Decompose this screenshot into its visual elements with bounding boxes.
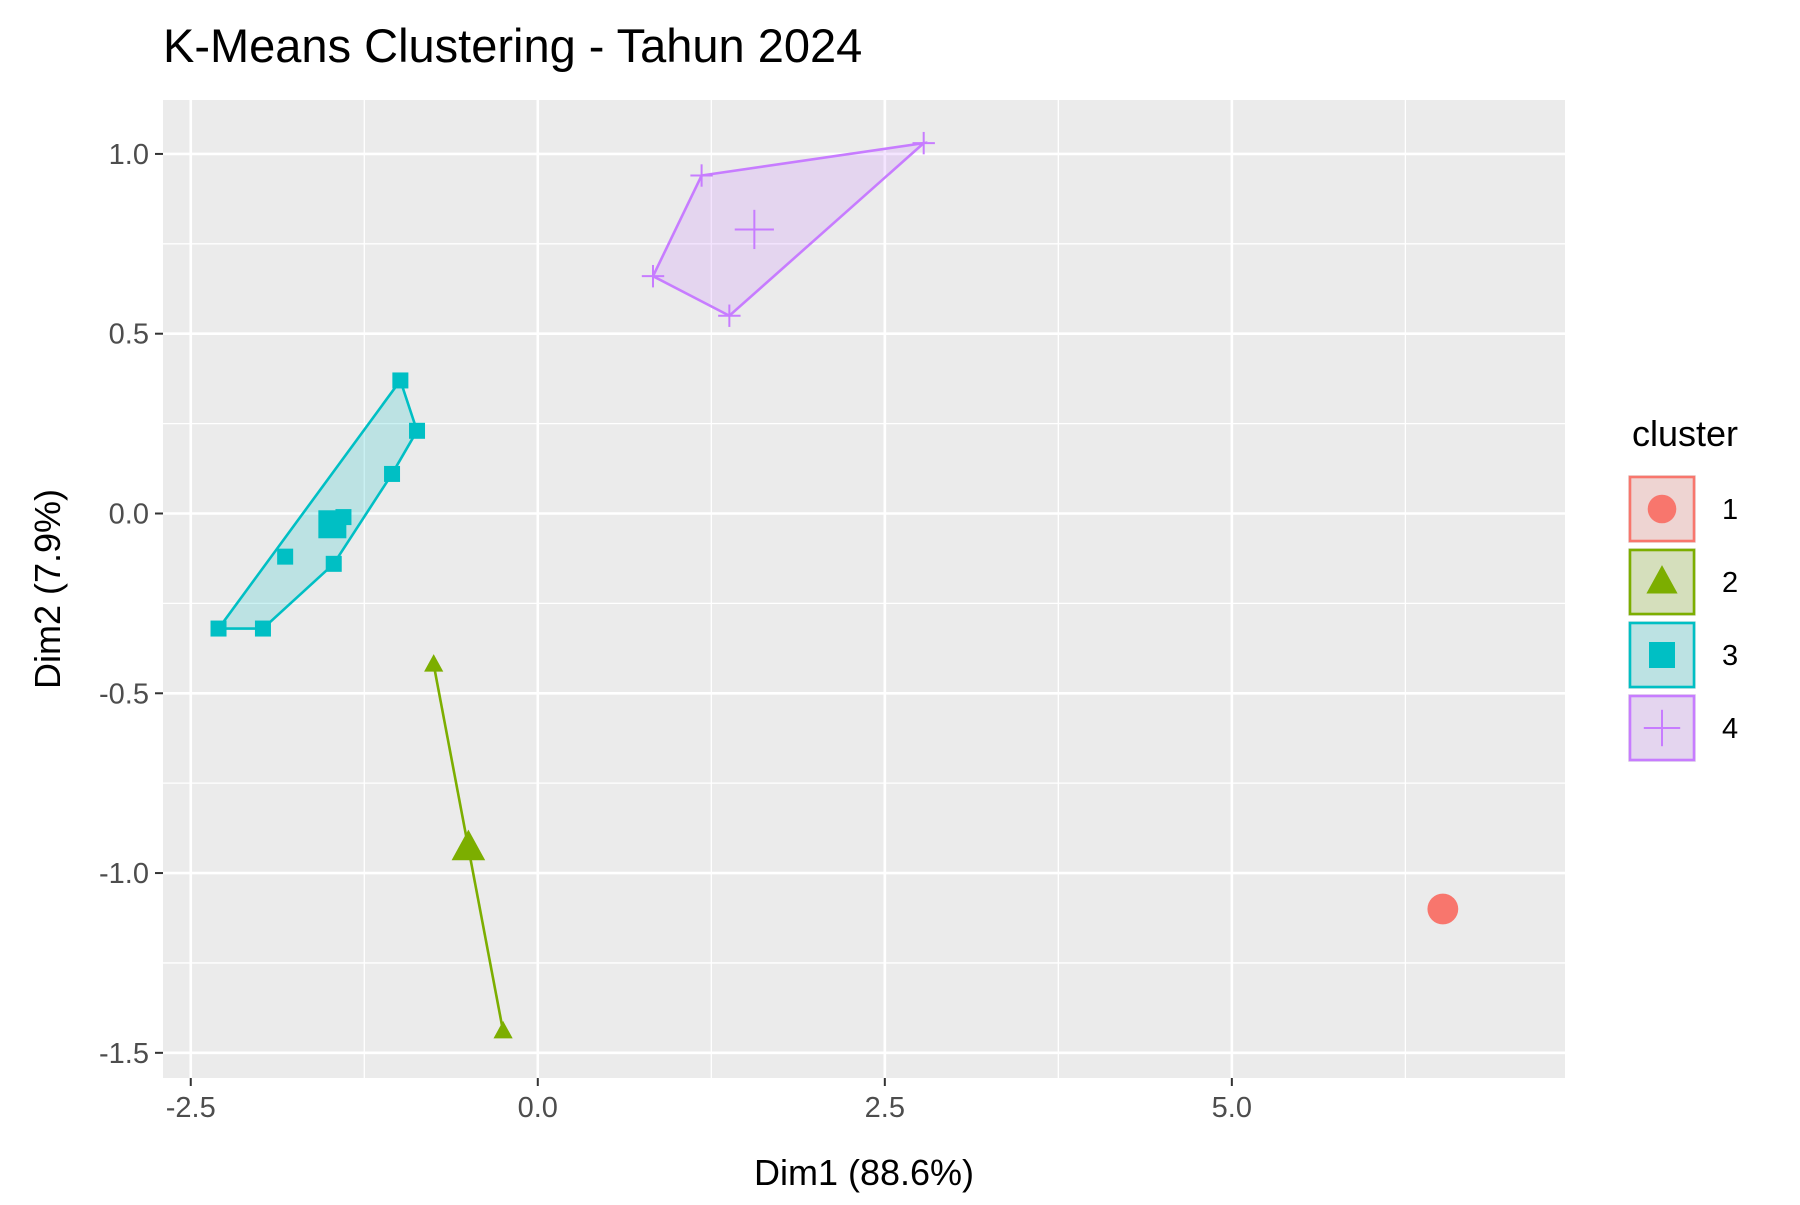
legend-items: 1 2 3 4 bbox=[1628, 475, 1738, 762]
x-axis: -2.5 0.0 2.5 5.0 bbox=[166, 1078, 1252, 1124]
legend-key-shape bbox=[1649, 642, 1675, 668]
cluster-3-point bbox=[254, 620, 271, 637]
x-tick-label: -2.5 bbox=[166, 1092, 216, 1124]
cluster-2-point bbox=[424, 654, 444, 672]
cluster-3-point bbox=[384, 465, 401, 482]
legend-key-3 bbox=[1628, 621, 1696, 689]
plot-background bbox=[163, 100, 1565, 1078]
cluster-1-centroid bbox=[1427, 893, 1459, 925]
legend-key-4 bbox=[1628, 694, 1696, 762]
legend-title: cluster bbox=[1632, 413, 1738, 454]
x-axis-title: Dim1 (88.6%) bbox=[754, 1152, 974, 1193]
y-axis-title: Dim2 (7.9%) bbox=[27, 489, 68, 689]
cluster-3-point bbox=[325, 555, 342, 572]
x-tick-label: 0.0 bbox=[518, 1092, 558, 1124]
cluster-3-point bbox=[409, 422, 426, 439]
cluster-points bbox=[210, 131, 1459, 1039]
cluster-4-point bbox=[690, 164, 713, 187]
cluster-3-point bbox=[392, 372, 409, 389]
cluster-4-point bbox=[912, 131, 935, 155]
legend-key-1 bbox=[1628, 475, 1696, 543]
legend-label-3: 3 bbox=[1722, 640, 1738, 672]
y-tick-label: -1.5 bbox=[99, 1038, 149, 1070]
legend-label-1: 1 bbox=[1722, 494, 1738, 526]
y-tick-label: 0.5 bbox=[109, 319, 149, 351]
legend-label-4: 4 bbox=[1722, 713, 1738, 745]
cluster-4-point bbox=[641, 264, 665, 288]
legend: cluster 1 2 3 4 bbox=[1628, 413, 1738, 762]
y-tick-label: -0.5 bbox=[99, 678, 149, 710]
chart-title: K-Means Clustering - Tahun 2024 bbox=[163, 19, 862, 72]
cluster-3-centroid bbox=[318, 510, 347, 539]
legend-key-shape bbox=[1647, 494, 1677, 524]
y-tick-label: 0.0 bbox=[109, 498, 149, 530]
y-tick-label: -1.0 bbox=[99, 858, 149, 890]
legend-key-shape bbox=[1646, 565, 1678, 594]
x-tick-label: 2.5 bbox=[865, 1092, 905, 1124]
cluster-4-centroid bbox=[734, 209, 774, 250]
y-tick-label: 1.0 bbox=[109, 139, 149, 171]
grid-minor bbox=[163, 100, 1565, 1078]
y-axis: 1.0 0.5 0.0 -0.5 -1.0 -1.5 bbox=[99, 139, 163, 1070]
cluster-3-point bbox=[277, 548, 294, 565]
cluster-3-point bbox=[210, 620, 227, 637]
x-tick-label: 5.0 bbox=[1212, 1092, 1252, 1124]
legend-key-shape bbox=[1643, 709, 1681, 747]
cluster-4-point bbox=[718, 304, 741, 327]
grid-major bbox=[163, 100, 1565, 1078]
legend-label-2: 2 bbox=[1722, 567, 1738, 599]
cluster-2-point bbox=[493, 1020, 513, 1039]
cluster-2-centroid bbox=[451, 829, 486, 861]
legend-key-2 bbox=[1628, 548, 1696, 616]
